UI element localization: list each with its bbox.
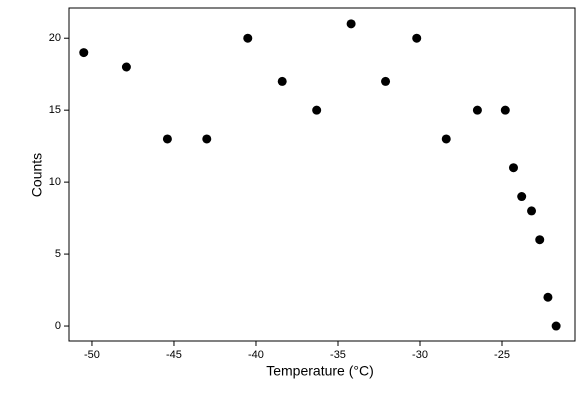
x-tick-label: -50 bbox=[84, 349, 100, 361]
point bbox=[277, 76, 287, 86]
x-tick-label: -45 bbox=[166, 349, 182, 361]
y-tick-label: 5 bbox=[55, 248, 61, 260]
y-tick-label: 10 bbox=[49, 176, 61, 188]
point bbox=[517, 192, 527, 202]
point bbox=[508, 163, 518, 173]
point bbox=[243, 33, 253, 43]
point bbox=[472, 105, 482, 115]
x-tick-label: -30 bbox=[412, 349, 428, 361]
point bbox=[527, 206, 537, 216]
point bbox=[535, 235, 545, 245]
point bbox=[346, 19, 356, 29]
point bbox=[381, 76, 391, 86]
y-tick-label: 15 bbox=[49, 104, 61, 116]
plot-frame bbox=[68, 7, 576, 342]
point bbox=[543, 292, 553, 302]
point bbox=[312, 105, 322, 115]
x-tick-label: -25 bbox=[494, 349, 510, 361]
point bbox=[441, 134, 451, 144]
point bbox=[79, 48, 89, 58]
point bbox=[412, 33, 422, 43]
point bbox=[162, 134, 172, 144]
y-axis-label: Counts bbox=[29, 153, 45, 197]
x-tick-label: -35 bbox=[330, 349, 346, 361]
y-tick-label: 20 bbox=[49, 32, 61, 44]
y-tick-label: 0 bbox=[55, 320, 61, 332]
x-tick-label: -40 bbox=[248, 349, 264, 361]
point bbox=[551, 321, 561, 331]
point bbox=[202, 134, 212, 144]
point bbox=[500, 105, 510, 115]
x-axis-label: Temperature (°C) bbox=[266, 363, 374, 379]
point bbox=[121, 62, 131, 72]
